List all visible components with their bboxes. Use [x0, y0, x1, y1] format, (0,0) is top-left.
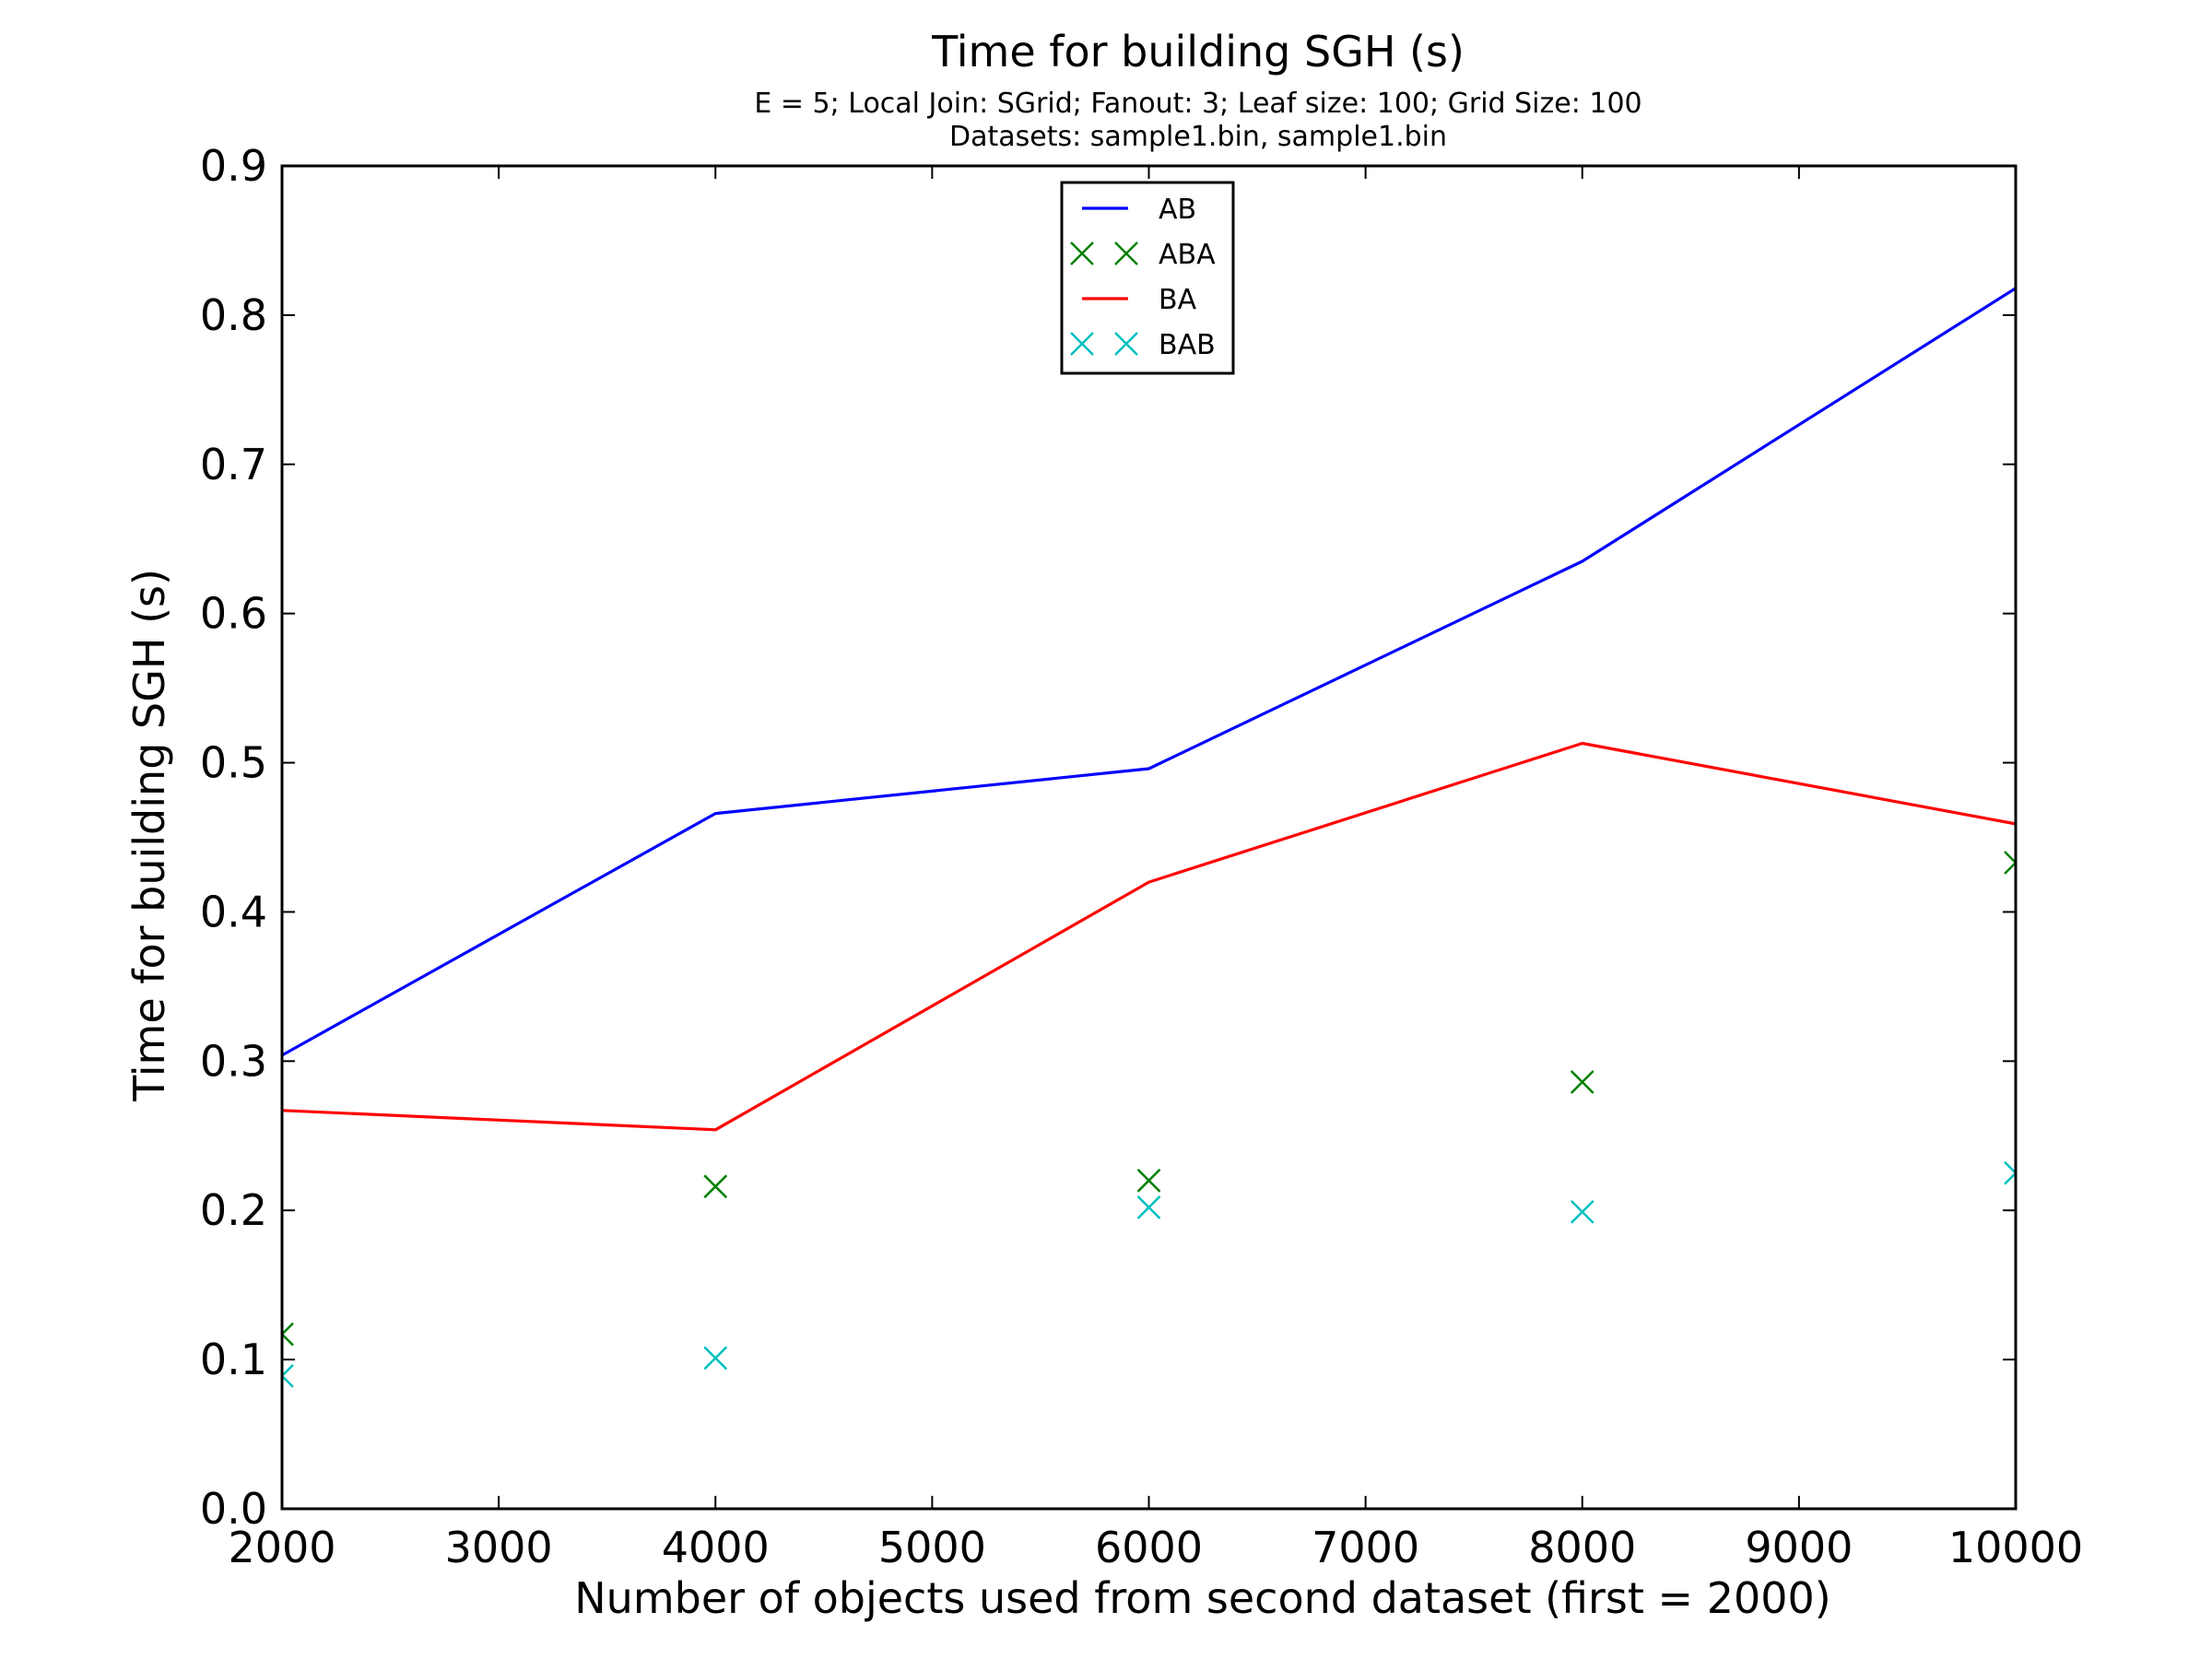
- legend-bab-swatch: [1070, 332, 1094, 356]
- y-tick-label: 0.8: [200, 290, 267, 340]
- legend-bab-entry: BAB: [1070, 329, 1216, 361]
- x-tick-label: 10000: [1948, 1523, 2083, 1572]
- y-axis-label: Time for building SGH (s): [124, 569, 174, 1102]
- legend-aba-swatch: [1114, 241, 1138, 265]
- x-tick-label: 9000: [1745, 1523, 1853, 1572]
- y-tick-label: 0.7: [200, 440, 267, 489]
- x-tick-label: 3000: [445, 1523, 553, 1572]
- legend-ab-entry: AB: [1082, 194, 1196, 226]
- series-ab-line: [282, 287, 2016, 1057]
- series-bab-point: [2004, 1160, 2016, 1185]
- legend-bab-swatch: [1114, 332, 1138, 356]
- y-tick-label: 0.6: [200, 589, 267, 639]
- x-tick-label: 7000: [1312, 1523, 1419, 1572]
- x-tick-label: 6000: [1095, 1523, 1203, 1572]
- legend-ab-label: AB: [1159, 194, 1196, 226]
- axis-ticks: 2000 3000 4000 5000 6000 7000 8000 9000 10000 0.0…: [200, 141, 2083, 1572]
- series-aba-point: [703, 1174, 728, 1199]
- series-aba-point: [282, 1322, 294, 1347]
- x-tick-label: 8000: [1528, 1523, 1636, 1572]
- series-bab-point: [1136, 1195, 1161, 1219]
- series-bab-point: [282, 1364, 294, 1388]
- y-tick-label: 0.0: [200, 1484, 267, 1534]
- series-aba-point: [2004, 851, 2016, 875]
- chart-subtitle-line-1: E = 5; Local Join: SGrid; Fanout: 3; Lea…: [754, 88, 1641, 120]
- series-aba-point: [1570, 1070, 1594, 1094]
- chart-title: Time for building SGH (s): [931, 27, 1465, 76]
- y-tick-label: 0.9: [200, 141, 267, 191]
- legend-bab-label: BAB: [1159, 329, 1216, 361]
- legend-aba-swatch: [1070, 241, 1094, 265]
- chart-subtitle-line-2: Datasets: sample1.bin, sample1.bin: [949, 121, 1447, 153]
- series-layer: [282, 287, 2016, 1388]
- legend-box: [1060, 181, 1235, 375]
- legend-ba-entry: BA: [1082, 284, 1197, 316]
- x-tick-label: 4000: [662, 1523, 770, 1572]
- series-bab-point: [1570, 1199, 1594, 1224]
- y-tick-label: 0.1: [200, 1335, 267, 1384]
- x-tick-label: 2000: [228, 1523, 335, 1572]
- y-tick-label: 0.5: [200, 738, 267, 788]
- legend-ba-label: BA: [1159, 284, 1197, 316]
- y-tick-label: 0.3: [200, 1036, 267, 1086]
- legend-aba-label: ABA: [1159, 239, 1216, 271]
- y-tick-label: 0.4: [200, 887, 267, 936]
- y-tick-label: 0.2: [200, 1185, 267, 1235]
- series-bab-point: [703, 1346, 728, 1371]
- legend-aba-entry: ABA: [1070, 239, 1216, 271]
- x-tick-label: 5000: [878, 1523, 986, 1572]
- series-aba-point: [1136, 1168, 1161, 1193]
- x-axis-label: Number of objects used from second datas…: [574, 1573, 1830, 1623]
- series-ba-line: [282, 741, 2016, 1132]
